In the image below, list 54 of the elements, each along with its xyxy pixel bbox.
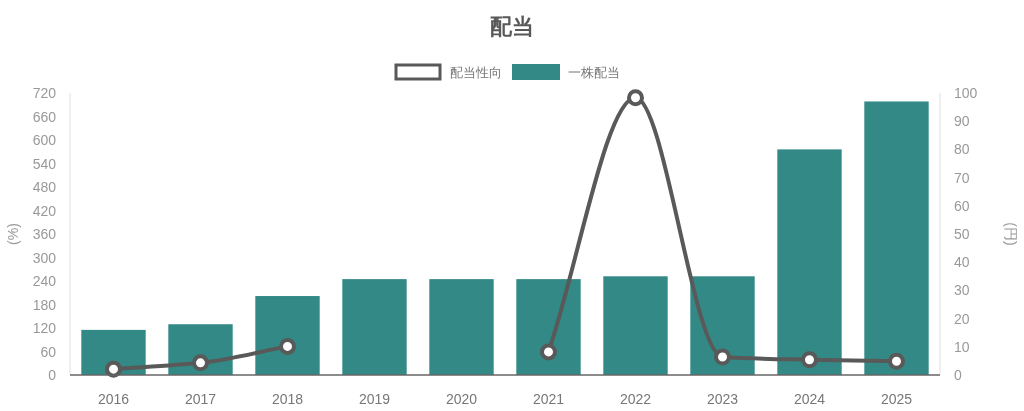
legend-label: 一株配当 [568,65,620,80]
bar [516,279,581,375]
y2-tick-label: 50 [954,226,970,242]
y-axis-title: (%) [5,223,21,245]
point [714,348,731,366]
point [105,360,122,378]
bar [429,279,494,375]
bar [864,101,929,375]
y-tick-label: 0 [48,367,57,383]
x-tick-label: 2019 [358,391,391,407]
bar [342,279,407,375]
y-tick-label: 240 [32,273,57,289]
point [627,89,644,107]
y-tick-label: 600 [32,132,57,148]
y2-tick-label: 60 [954,197,970,214]
point [279,337,296,355]
y-tick-label: 420 [32,202,57,219]
x-tick-label: 2022 [619,391,652,407]
x-tick-label: 2023 [706,391,739,407]
bar [777,149,842,375]
point [192,354,209,372]
chart-title: 配当 [490,14,534,39]
x-tick-label: 2021 [532,391,565,407]
y2-tick-label: 0 [954,367,962,383]
point [540,343,557,361]
y-tick-label: 120 [32,320,57,336]
y2-tick-label: 20 [954,310,970,327]
y-tick-label: 480 [32,179,57,195]
y2-axis-title: (円) [1003,222,1019,246]
y-tick-label: 360 [32,226,57,242]
x-tick-label: 2025 [880,391,913,407]
y-tick-label: 180 [32,296,57,313]
y2-tick-label: 100 [954,85,978,101]
x-tick-label: 2024 [793,391,826,407]
x-tick-label: 2020 [445,391,478,407]
y2-tick-label: 90 [954,113,970,130]
y-tick-label: 60 [40,343,57,360]
y2-tick-label: 70 [954,169,970,186]
y2-tick-label: 30 [954,282,970,299]
y-tick-label: 300 [32,249,57,266]
y-tick-label: 540 [32,155,57,172]
x-tick-label: 2016 [97,391,130,407]
x-tick-label: 2017 [184,391,217,407]
y2-tick-label: 40 [954,254,970,271]
bar [255,296,320,375]
legend-label: 配当性向 [450,65,502,80]
y-tick-label: 720 [32,85,57,101]
y2-tick-label: 10 [954,338,970,355]
point [888,352,905,370]
x-tick-label: 2018 [271,391,304,407]
bar [603,276,668,375]
y-tick-label: 660 [32,108,57,125]
point [801,351,818,369]
y2-tick-label: 80 [954,141,970,158]
